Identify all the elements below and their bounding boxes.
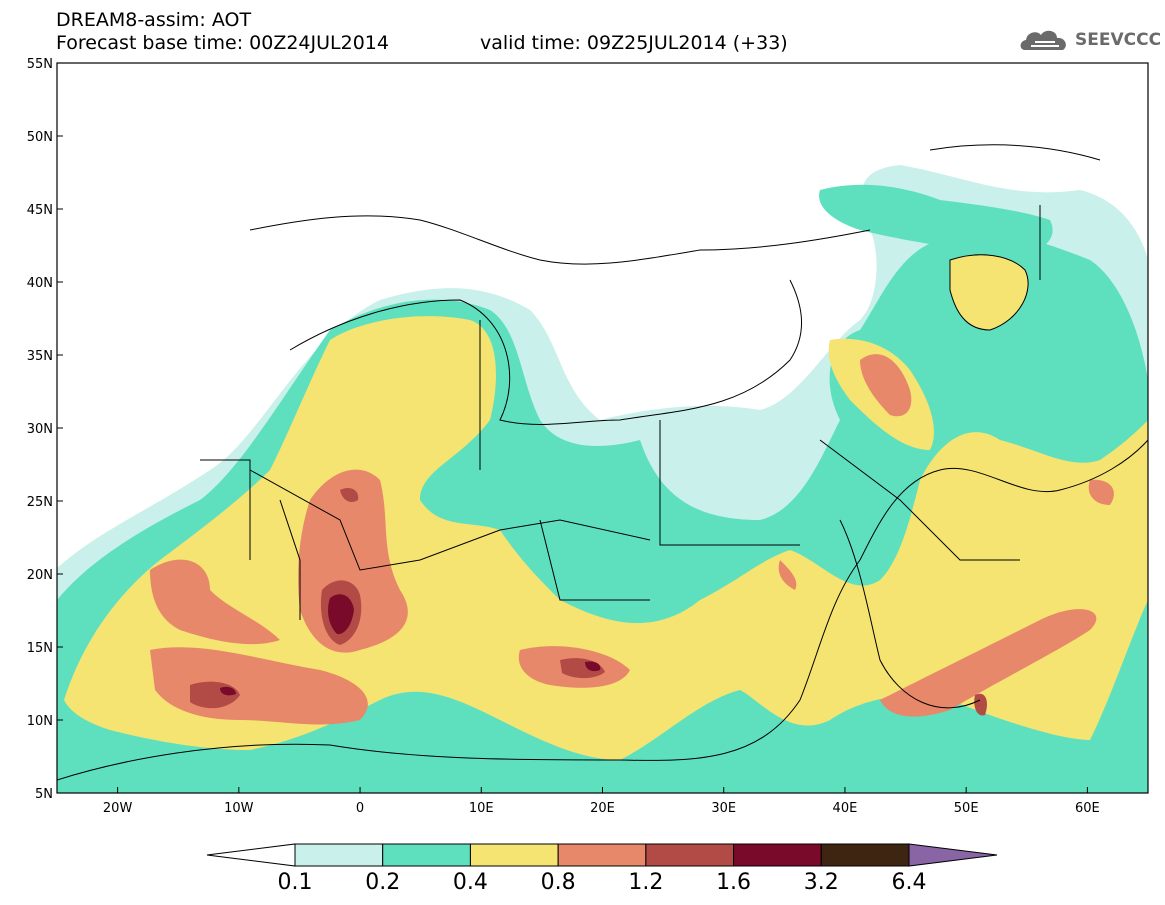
colorbar-swatch xyxy=(294,843,384,867)
coastlines xyxy=(57,144,1148,781)
colorbar-level-label: 3.2 xyxy=(803,870,839,895)
colorbar-swatch xyxy=(557,843,647,867)
lon-tick-label: 0 xyxy=(356,801,364,816)
lon-tick-label: 50E xyxy=(954,801,979,816)
colorbar-swatch xyxy=(733,843,822,867)
lon-tick-label: 20E xyxy=(590,801,615,816)
lat-tick-label: 30N xyxy=(27,422,53,437)
lat-tick-label: 55N xyxy=(27,57,53,72)
colorbar-level-label: 1.6 xyxy=(716,870,752,895)
cloud-logo-icon xyxy=(1020,30,1066,50)
lat-tick-label: 40N xyxy=(27,276,53,291)
brand-name: SEEVCCC xyxy=(1075,30,1162,50)
colorbar-level-label: 0.4 xyxy=(452,870,488,895)
valid-time: valid time: 09Z25JUL2014 (+33) xyxy=(480,32,788,54)
colorbar-over-triangle xyxy=(908,843,998,867)
lat-tick-label: 5N xyxy=(35,787,53,802)
lon-tick-label: 10E xyxy=(469,801,494,816)
colorbar-level-label: 6.4 xyxy=(891,870,927,895)
lat-tick-label: 50N xyxy=(27,130,53,145)
colorbar-level-label: 0.2 xyxy=(365,870,401,895)
lon-tick-label: 30E xyxy=(711,801,736,816)
lon-tick-label: 10W xyxy=(224,801,254,816)
aot-level-1.6 xyxy=(220,594,601,696)
aot-field xyxy=(57,63,1148,793)
lat-tick-label: 45N xyxy=(27,203,53,218)
lon-tick-label: 20W xyxy=(103,801,133,816)
colorbar-swatch xyxy=(820,843,910,867)
colorbar-swatch xyxy=(645,843,735,867)
title-line-1: DREAM8-assim: AOT xyxy=(56,9,252,31)
colorbar-level-label: 0.8 xyxy=(540,870,576,895)
title-line-2: Forecast base time: 00Z24JUL2014 xyxy=(56,32,389,54)
colorbar xyxy=(206,843,998,867)
lat-tick-label: 10N xyxy=(27,714,53,729)
lat-tick-label: 15N xyxy=(27,641,53,656)
colorbar-level-label: 1.2 xyxy=(628,870,664,895)
colorbar-swatch xyxy=(469,843,559,867)
lon-tick-label: 60E xyxy=(1075,801,1100,816)
lat-tick-label: 35N xyxy=(27,349,53,364)
lon-tick-label: 40E xyxy=(833,801,858,816)
brand-logo: SEEVCCC xyxy=(1017,24,1161,56)
colorbar-swatch xyxy=(382,843,471,867)
axis-ticks: 20W 10W 0 10E 20E 30E 40E 50E 60E 5N 10N 15N 20N 25N 3… xyxy=(27,57,1100,816)
lat-tick-label: 25N xyxy=(27,495,53,510)
lat-tick-label: 20N xyxy=(27,568,53,583)
colorbar-level-label: 0.1 xyxy=(277,870,313,895)
colorbar-under-triangle xyxy=(206,843,296,867)
